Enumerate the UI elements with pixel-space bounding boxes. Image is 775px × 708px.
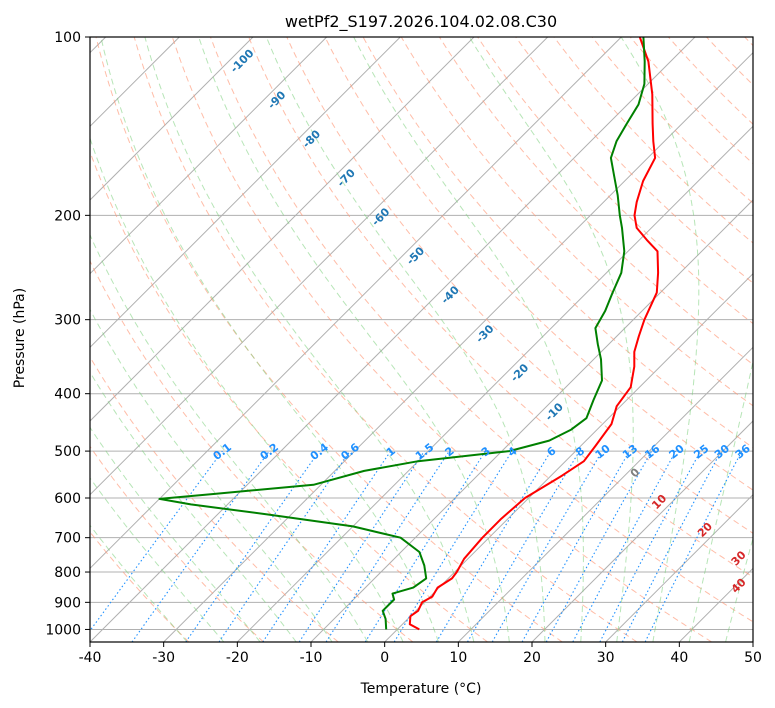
- y-tick-label: 1000: [45, 622, 81, 638]
- moist-adiabat: [100, 37, 439, 642]
- y-tick-label: 100: [54, 30, 81, 46]
- moist-adiabat: [144, 37, 475, 642]
- mixing-ratio-line: [298, 450, 425, 642]
- x-tick-label: 10: [449, 650, 467, 666]
- y-axis-label: Pressure (hPa): [12, 288, 28, 388]
- chart-title: wetPf2_S197.2026.104.02.08.C30: [285, 12, 557, 32]
- mixing-ratio-line: [572, 450, 677, 642]
- x-tick-label: -40: [79, 650, 102, 666]
- y-tick-label: 600: [54, 491, 81, 507]
- temperature-line: [408, 37, 660, 631]
- isotherm: [531, 420, 753, 642]
- moist-adiabat: [90, 524, 188, 642]
- isotherm: [236, 125, 753, 642]
- mixing-ratio-line: [644, 450, 743, 642]
- moist-adiabat: [90, 371, 297, 642]
- isotherm: [457, 346, 753, 642]
- moist-adiabat: [90, 426, 261, 642]
- dry-adiabat: [95, 37, 563, 642]
- mixing-ratio-line: [131, 450, 270, 642]
- background-lines: [90, 37, 753, 642]
- isotherm: [90, 37, 622, 570]
- isotherm: [90, 37, 475, 422]
- isotherm: [163, 51, 753, 642]
- moist-adiabat: [353, 37, 584, 642]
- dry-adiabat: [324, 37, 753, 491]
- y-tick-label: 400: [54, 387, 81, 403]
- x-tick-label: 0: [380, 650, 389, 666]
- isotherm: [90, 37, 401, 349]
- moist-adiabat: [90, 136, 404, 642]
- dry-adiabat: [90, 356, 339, 642]
- y-tick-label: 500: [54, 444, 81, 460]
- x-tick-label: 50: [744, 650, 762, 666]
- mixing-ratio-line: [393, 450, 513, 642]
- y-tick-label: 900: [54, 595, 81, 611]
- x-tick-label: -20: [226, 650, 249, 666]
- moist-adiabat: [688, 358, 753, 642]
- isotherm: [90, 37, 254, 201]
- mixing-ratio-line: [545, 450, 653, 642]
- moist-adiabat: [198, 37, 510, 642]
- x-tick-label: 30: [597, 650, 615, 666]
- isotherm: [90, 37, 328, 275]
- y-tick-label: 200: [54, 208, 81, 224]
- dry-adiabat: [248, 37, 753, 578]
- dry-adiabat: [286, 37, 753, 534]
- isotherm: [90, 37, 696, 642]
- dry-adiabat: [90, 259, 414, 642]
- dewpoint-line: [158, 37, 646, 630]
- dry-adiabat: [171, 37, 712, 642]
- dry-adiabat: [133, 37, 638, 642]
- moist-adiabat: [90, 308, 333, 642]
- y-axis-ticks: 100 200 300 400 500 600 700 800 900 1000: [45, 30, 90, 638]
- moist-adiabat: [620, 37, 700, 642]
- x-tick-label: -10: [300, 650, 323, 666]
- mixing-ratio-line: [185, 450, 320, 642]
- x-tick-label: 40: [670, 650, 688, 666]
- data-series: [158, 37, 660, 631]
- moist-adiabat: [90, 477, 225, 642]
- dry-adiabat: [210, 37, 753, 623]
- moist-adiabat: [725, 536, 753, 642]
- mixing-ratio-line: [325, 450, 450, 642]
- isotherm: [384, 272, 753, 642]
- y-tick-label: 700: [54, 531, 81, 547]
- moist-adiabat: [90, 233, 369, 642]
- moist-adiabat: [265, 37, 546, 642]
- dry-adiabat: [90, 445, 264, 642]
- y-tick-label: 300: [54, 313, 81, 329]
- x-axis-ticks: -40 -30 -20 -10 0 10 20 30 40 50: [79, 642, 762, 666]
- mixing-ratio-line: [262, 450, 392, 642]
- x-tick-label: -30: [152, 650, 175, 666]
- mixing-ratio-line: [218, 450, 351, 642]
- x-axis-label: Temperature (°C): [360, 681, 482, 697]
- mixing-ratio-line: [90, 450, 223, 632]
- plot-frame: [89, 36, 754, 643]
- x-tick-label: 20: [523, 650, 541, 666]
- isotherm: [90, 37, 549, 496]
- y-tick-label: 800: [54, 565, 81, 581]
- mixing-ratio-line: [521, 450, 630, 642]
- isotherm: [605, 493, 753, 642]
- dry-adiabat: [515, 37, 753, 284]
